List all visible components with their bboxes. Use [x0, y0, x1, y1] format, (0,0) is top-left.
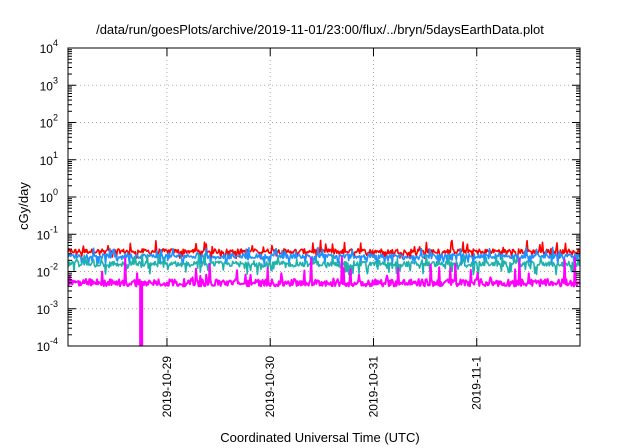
y-tick-label: 10-3 — [37, 299, 58, 317]
y-tick-label: 10-4 — [37, 336, 58, 354]
y-tick-label: 10-2 — [37, 262, 58, 280]
x-tick-label: 2019-11-1 — [470, 356, 484, 410]
x-tick-label: 2019-10-30 — [263, 356, 277, 418]
axis-ticks: 10-4 10-3 10-2 10-1 100 101 102 103 104 2019-10-2… — [37, 38, 580, 417]
dropout-spike — [139, 282, 144, 346]
y-tick-label: 103 — [40, 75, 58, 93]
series-group — [67, 239, 581, 346]
grid-lines — [68, 48, 580, 346]
x-tick-label: 2019-10-31 — [366, 356, 380, 418]
y-tick-label: 101 — [40, 150, 58, 168]
series-line — [67, 239, 581, 260]
series-line — [67, 256, 581, 288]
y-tick-label: 102 — [40, 113, 58, 131]
series-line — [67, 253, 581, 276]
series-line — [67, 246, 581, 266]
y-tick-label: 10-1 — [37, 224, 58, 242]
x-axis-label: Coordinated Universal Time (UTC) — [220, 430, 420, 445]
y-tick-label: 104 — [40, 38, 58, 56]
y-tick-label: 100 — [40, 187, 58, 205]
chart-title: /data/run/goesPlots/archive/2019-11-01/2… — [96, 22, 544, 37]
x-tick-label: 2019-10-29 — [160, 356, 174, 418]
